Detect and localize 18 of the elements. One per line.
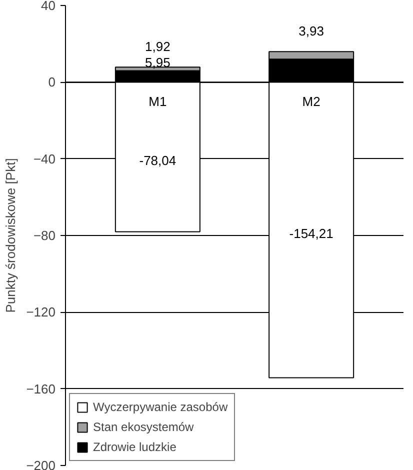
y-tick-label: −80 <box>33 228 56 243</box>
legend-label: Wyczerpywanie zasobów <box>93 400 228 414</box>
y-axis-title: Punkty środowiskowe [Pkt] <box>3 158 18 313</box>
legend-label: Stan ekosystemów <box>93 420 194 434</box>
legend-label: Zdrowie ludzkie <box>93 440 176 454</box>
y-tick-label: −160 <box>26 381 56 396</box>
data-label: 3,93 <box>298 24 324 39</box>
y-tick-label: −200 <box>26 458 56 470</box>
y-tick-label: 40 <box>41 0 56 13</box>
data-label: 1,92 <box>145 39 170 54</box>
data-label: 5,95 <box>145 54 170 70</box>
y-tick-label: 0 <box>48 74 56 90</box>
x-tick-label: M1 <box>148 94 167 110</box>
data-label: -154,21 <box>289 226 334 241</box>
data-label: -78,04 <box>139 152 176 168</box>
y-tick-label: −120 <box>26 304 56 320</box>
y-tick-label: −40 <box>33 151 56 166</box>
x-tick-label: M2 <box>302 94 320 110</box>
